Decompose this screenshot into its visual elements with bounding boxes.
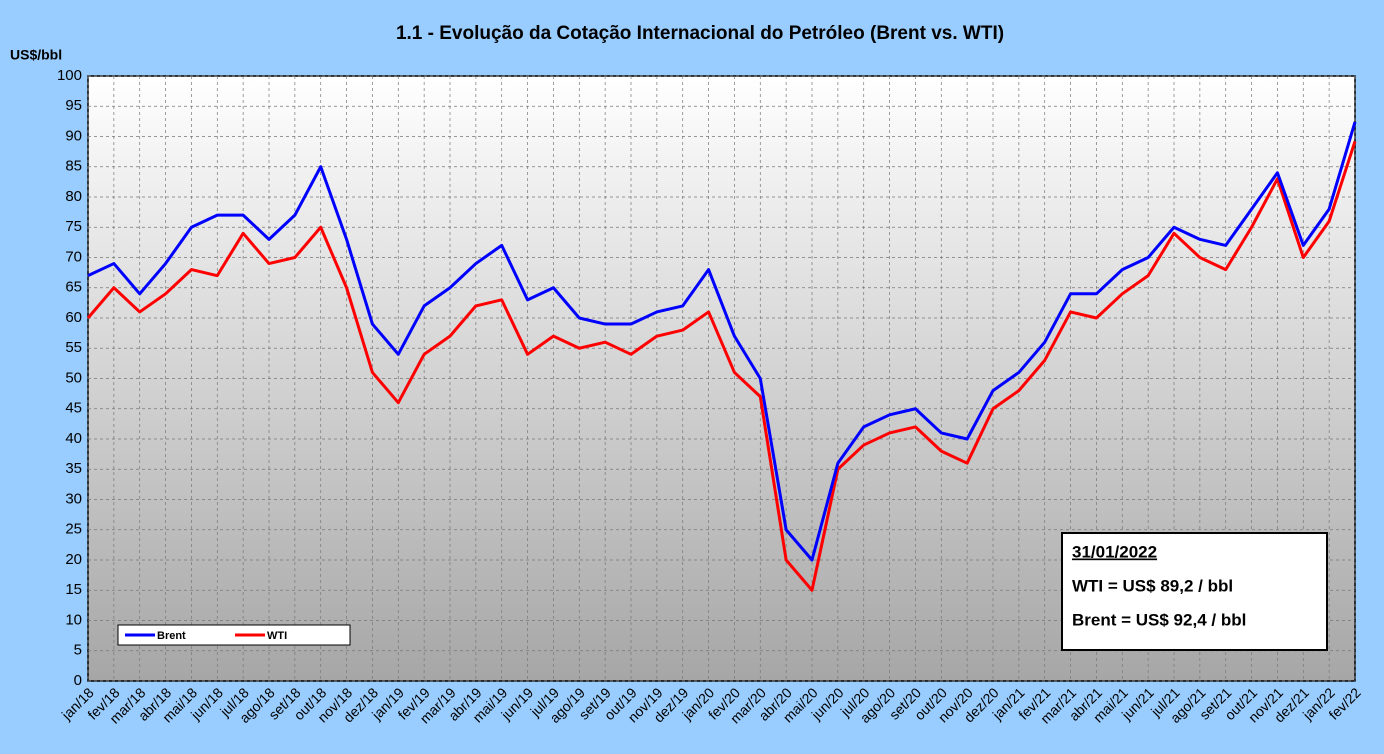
y-tick-label: 25: [65, 521, 82, 538]
y-tick-label: 0: [74, 672, 82, 689]
y-tick-label: 50: [65, 369, 82, 386]
y-tick-label: 55: [65, 339, 82, 356]
y-tick-label: 95: [65, 97, 82, 114]
y-tick-label: 80: [65, 188, 82, 205]
y-tick-label: 40: [65, 430, 82, 447]
annotation-line: WTI = US$ 89,2 / bbl: [1072, 576, 1233, 595]
legend: [117, 624, 351, 646]
y-tick-label: 45: [65, 400, 82, 417]
y-tick-label: 15: [65, 581, 82, 598]
annotation-box: [1061, 532, 1328, 651]
annotation-date: 31/01/2022: [1072, 542, 1157, 561]
y-axis-label: US$/bbl: [10, 47, 62, 63]
y-tick-label: 100: [57, 67, 82, 84]
y-tick-label: 70: [65, 248, 82, 265]
chart-title: 1.1 - Evolução da Cotação Internacional …: [396, 23, 1004, 44]
y-tick-label: 5: [74, 642, 82, 659]
y-tick-label: 90: [65, 127, 82, 144]
y-tick-label: 75: [65, 218, 82, 235]
y-tick-label: 20: [65, 551, 82, 568]
annotation-line: Brent = US$ 92,4 / bbl: [1072, 610, 1246, 629]
legend-label: WTI: [267, 630, 287, 642]
y-tick-label: 60: [65, 309, 82, 326]
line-series: [87, 121, 1357, 562]
y-tick-label: 10: [65, 611, 82, 628]
y-tick-label: 35: [65, 460, 82, 477]
legend-label: Brent: [157, 630, 186, 642]
y-tick-label: 85: [65, 158, 82, 175]
y-tick-label: 65: [65, 279, 82, 296]
line-series: [86, 140, 1357, 592]
y-tick-label: 30: [65, 490, 82, 507]
